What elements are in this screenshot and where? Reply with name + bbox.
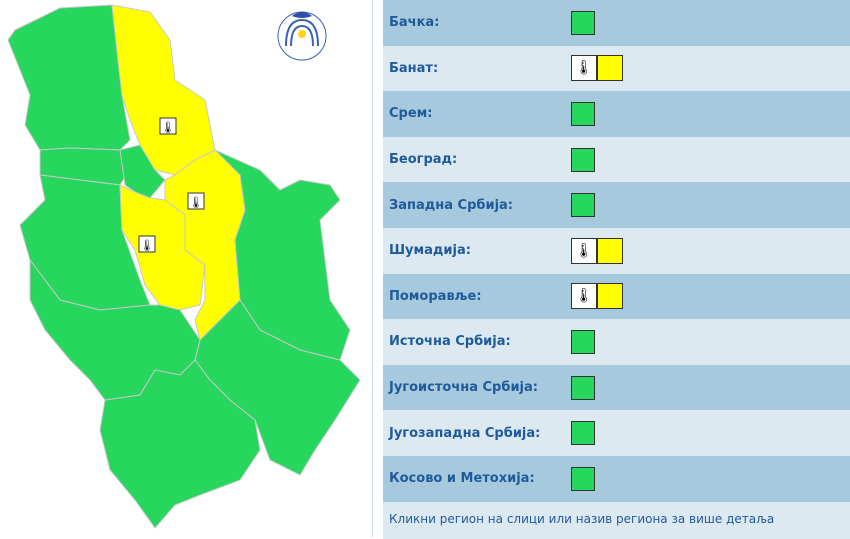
warning-level-green	[571, 375, 595, 400]
region-label[interactable]: Југоисточна Србија:	[389, 380, 538, 396]
divider	[372, 0, 373, 537]
region-label[interactable]: Шумадија:	[389, 243, 471, 259]
region-label[interactable]: Бачка:	[389, 15, 440, 31]
thermometer-heat-icon: 🌡	[571, 283, 597, 310]
serbia-warning-map: 🌡 🌡 🌡	[7, 4, 361, 529]
warning-indicator: 🌡	[571, 237, 623, 264]
region-row[interactable]: Западна Србија:	[383, 182, 850, 228]
warning-indicator	[571, 193, 595, 218]
region-label[interactable]: Срем:	[389, 106, 433, 122]
region-row[interactable]: Банат: 🌡	[383, 45, 850, 92]
region-label[interactable]: Западна Србија:	[389, 197, 514, 213]
footer-hint: Кликни регион на слици или назив региона…	[383, 501, 850, 539]
rhmz-logo	[277, 11, 327, 61]
region-label[interactable]: Београд:	[389, 152, 458, 168]
map-thermometer-icons: 🌡 🌡 🌡	[138, 117, 205, 253]
region-row[interactable]: Бачка:	[383, 0, 850, 46]
warning-indicator	[571, 329, 595, 354]
map-region-backa[interactable]	[7, 4, 131, 151]
region-label[interactable]: Поморавље:	[389, 288, 482, 304]
map-region-kosovo[interactable]	[99, 359, 261, 529]
warning-level-green	[571, 101, 595, 126]
warning-level-green	[571, 193, 595, 218]
region-row[interactable]: Београд:	[383, 136, 850, 183]
warning-indicator	[571, 101, 595, 126]
region-row[interactable]: Косово и Метохија:	[383, 455, 850, 502]
warning-level-green	[571, 329, 595, 354]
thermometer-heat-icon: 🌡	[571, 237, 597, 264]
thermometer-heat-icon: 🌡	[571, 55, 597, 82]
region-label[interactable]: Косово и Метохија:	[389, 471, 535, 487]
warning-indicator: 🌡	[571, 283, 623, 310]
warning-indicator	[571, 421, 595, 446]
map-region-istocna[interactable]	[214, 149, 351, 361]
region-row[interactable]: Источна Србија:	[383, 319, 850, 365]
warning-indicator: 🌡	[571, 55, 623, 82]
region-row[interactable]: Шумадија: 🌡	[383, 227, 850, 274]
region-label[interactable]: Банат:	[389, 60, 439, 76]
warning-indicator	[571, 147, 595, 172]
warning-level-green	[571, 10, 595, 35]
warning-level-yellow	[597, 55, 623, 82]
warning-level-yellow	[597, 237, 623, 264]
warning-indicator	[571, 466, 595, 491]
map-region-beograd[interactable]	[119, 144, 166, 199]
region-row[interactable]: Југоисточна Србија:	[383, 364, 850, 411]
warning-level-green	[571, 421, 595, 446]
warning-indicator	[571, 375, 595, 400]
region-list: Бачка: Банат: 🌡 Срем: Београд: Западна Србија…	[383, 0, 850, 539]
region-row[interactable]: Срем:	[383, 91, 850, 137]
svg-text:🌡: 🌡	[161, 121, 175, 134]
warning-level-green	[571, 147, 595, 172]
warning-indicator	[571, 10, 595, 35]
svg-text:🌡: 🌡	[189, 196, 203, 209]
warning-level-yellow	[597, 283, 623, 310]
warning-level-green	[571, 466, 595, 491]
region-label[interactable]: Југозападна Србија:	[389, 425, 541, 441]
region-row[interactable]: Поморавље: 🌡	[383, 273, 850, 320]
map-region-sumadija[interactable]	[119, 184, 206, 311]
region-row[interactable]: Југозападна Србија:	[383, 410, 850, 456]
svg-text:🌡: 🌡	[140, 239, 154, 252]
region-label[interactable]: Источна Србија:	[389, 334, 511, 350]
